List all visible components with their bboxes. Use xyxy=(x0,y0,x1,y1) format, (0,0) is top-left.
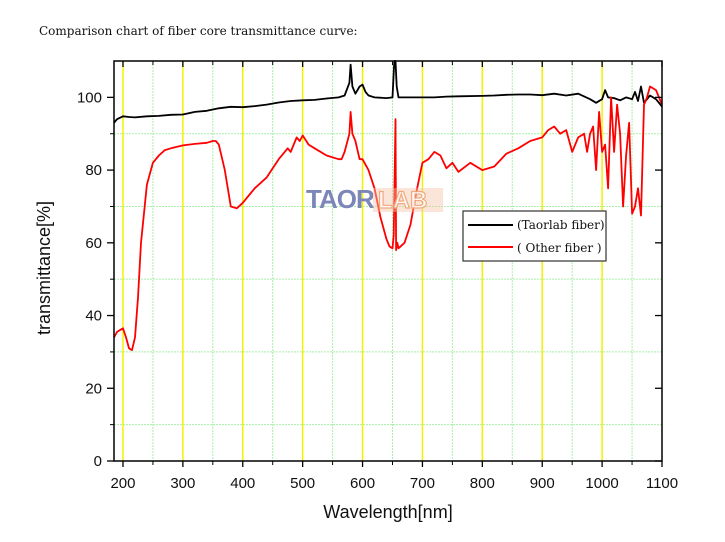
x-tick-label: 500 xyxy=(290,475,315,492)
chart-caption: Comparison chart of fiber core transmitt… xyxy=(39,24,358,38)
legend-label-taorlab: (Taorlab fiber) xyxy=(517,218,605,232)
data-series xyxy=(113,60,663,352)
y-tick-label: 80 xyxy=(85,162,102,179)
taorlab-watermark: TAOR LAB xyxy=(306,184,443,215)
x-tick-label: 1000 xyxy=(585,475,618,492)
legend-label-other: ( Other fiber ) xyxy=(517,241,602,255)
x-tick-label: 200 xyxy=(110,475,135,492)
x-tick-label: 700 xyxy=(410,475,435,492)
y-tick-label: 100 xyxy=(77,89,102,106)
y-tick-label: 60 xyxy=(85,235,102,252)
y-axis-title: transmittance[%] xyxy=(34,201,54,335)
legend-box xyxy=(462,210,607,262)
y-tick-label: 0 xyxy=(94,453,102,470)
legend: (Taorlab fiber) ( Other fiber ) xyxy=(462,210,607,262)
x-tick-label: 600 xyxy=(350,475,375,492)
series-line-other-fiber xyxy=(113,85,663,352)
x-tick-label: 800 xyxy=(470,475,495,492)
plot-frame xyxy=(113,60,663,462)
x-tick-label: 900 xyxy=(530,475,555,492)
grid-lines xyxy=(114,61,662,461)
watermark-taor-text: TAOR xyxy=(306,184,375,214)
series-line-taorlab-fiber xyxy=(113,60,663,124)
axes: 200 300 400 500 600 700 800 900 1000 1100 0 20 40 60 8… xyxy=(77,60,678,492)
y-tick-label: 40 xyxy=(85,308,102,325)
x-tick-label: 400 xyxy=(230,475,255,492)
x-tick-label: 300 xyxy=(170,475,195,492)
watermark-lab-box xyxy=(373,188,443,212)
watermark-lab-text: LAB xyxy=(378,187,427,214)
x-axis-title: Wavelength[nm] xyxy=(323,502,452,522)
y-tick-label: 20 xyxy=(85,380,102,397)
x-tick-label: 1100 xyxy=(646,475,678,492)
